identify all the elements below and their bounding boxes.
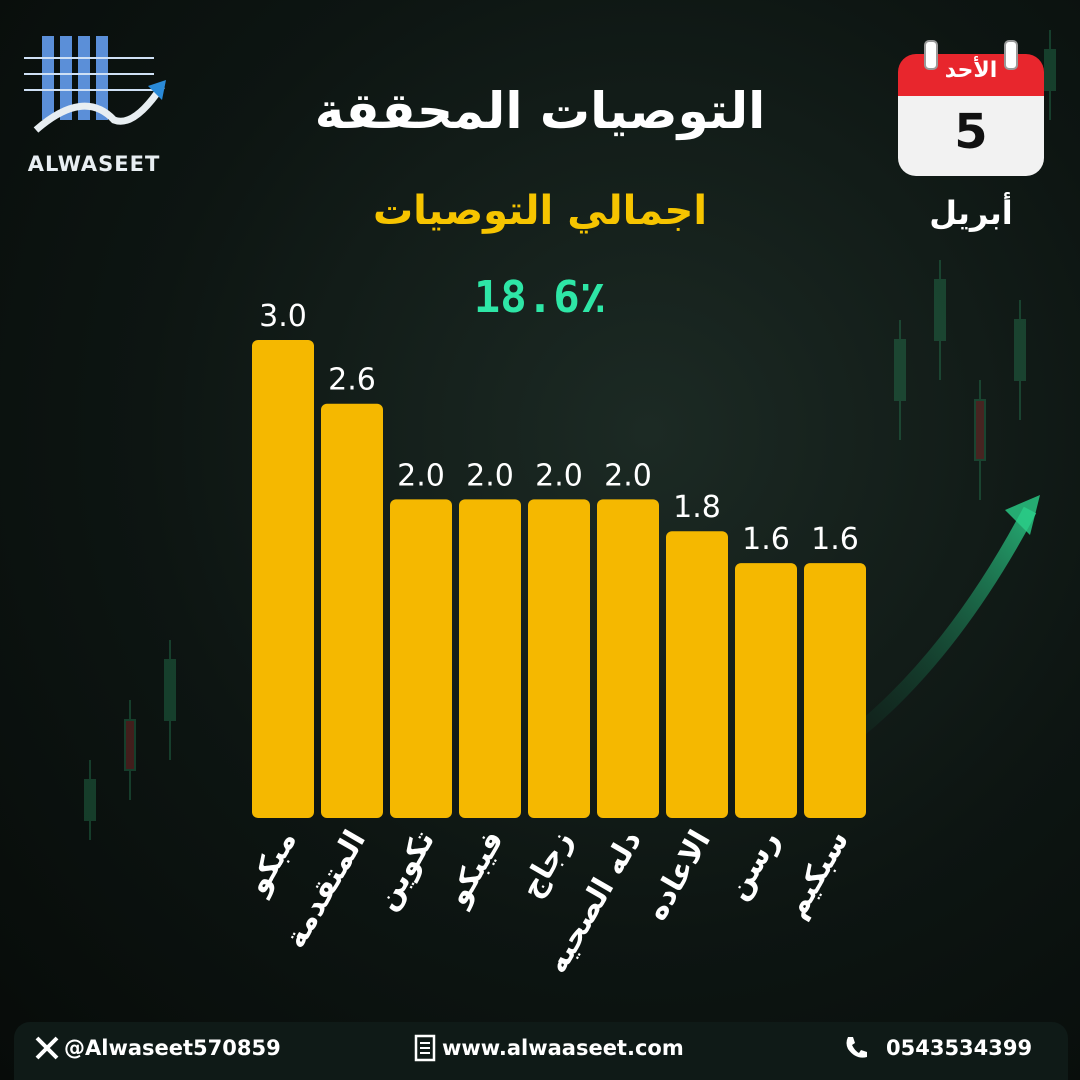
page-title: التوصيات المحققة <box>314 82 766 140</box>
logo-text: ALWASEET <box>27 152 161 176</box>
phone-number-link[interactable]: 0543534399 <box>886 1036 1033 1060</box>
bar-6 <box>666 531 728 818</box>
bar-8 <box>804 563 866 818</box>
document-icon <box>414 1034 436 1062</box>
category-label-8: سبكيم <box>778 825 856 925</box>
bar-0 <box>252 340 314 818</box>
bar-value-label-3: 2.0 <box>466 458 514 493</box>
x-logo-icon <box>35 1036 59 1060</box>
bar-value-label-8: 1.6 <box>811 522 859 557</box>
footer-bar: @Alwaseet570859 www.alwaaseet.com 054353… <box>14 1022 1068 1080</box>
category-label-2: تكوين <box>369 825 442 917</box>
category-label-0: مبكو <box>239 825 304 902</box>
bar-chart: 3.0مبكو2.6المتقدمة2.0تكوين2.0فيبكو2.0زجا… <box>239 299 866 979</box>
calendar-body <box>898 96 1044 176</box>
bar-value-label-0: 3.0 <box>259 299 307 334</box>
bar-value-label-7: 1.6 <box>742 522 790 557</box>
calendar-month: أبريل <box>929 194 1013 232</box>
brand-logo: ALWASEET <box>14 28 174 178</box>
calendar-header <box>898 54 1044 96</box>
calendar-day-number: 5 <box>954 104 988 160</box>
bar-value-label-1: 2.6 <box>328 363 376 398</box>
category-label-6: الاعاده <box>639 825 718 927</box>
category-label-4: زجاج <box>514 825 580 905</box>
category-label-3: فيبكو <box>439 825 511 914</box>
category-label-7: رسن <box>720 825 787 906</box>
phone-icon <box>846 1037 867 1058</box>
calendar-ring-left <box>924 40 938 70</box>
website-link[interactable]: www.alwaaseet.com <box>442 1036 684 1060</box>
total-percentage: 18.6٪ <box>473 272 607 323</box>
calendar-day-name: الأحد <box>944 58 998 83</box>
bar-7 <box>735 563 797 818</box>
bar-1 <box>321 403 383 818</box>
bar-3 <box>459 499 521 818</box>
bar-4 <box>528 499 590 818</box>
page-subtitle: اجمالي التوصيات <box>372 188 708 234</box>
bar-5 <box>597 499 659 818</box>
logo-mark-icon <box>24 36 166 133</box>
bar-value-label-2: 2.0 <box>397 458 445 493</box>
calendar-icon: الأحد 5 <box>898 40 1044 176</box>
bar-2 <box>390 499 452 818</box>
bar-value-label-5: 2.0 <box>604 458 652 493</box>
bar-value-label-6: 1.8 <box>673 490 721 525</box>
x-handle-link[interactable]: @Alwaseet570859 <box>64 1036 281 1060</box>
calendar-ring-right <box>1004 40 1018 70</box>
bar-value-label-4: 2.0 <box>535 458 583 493</box>
